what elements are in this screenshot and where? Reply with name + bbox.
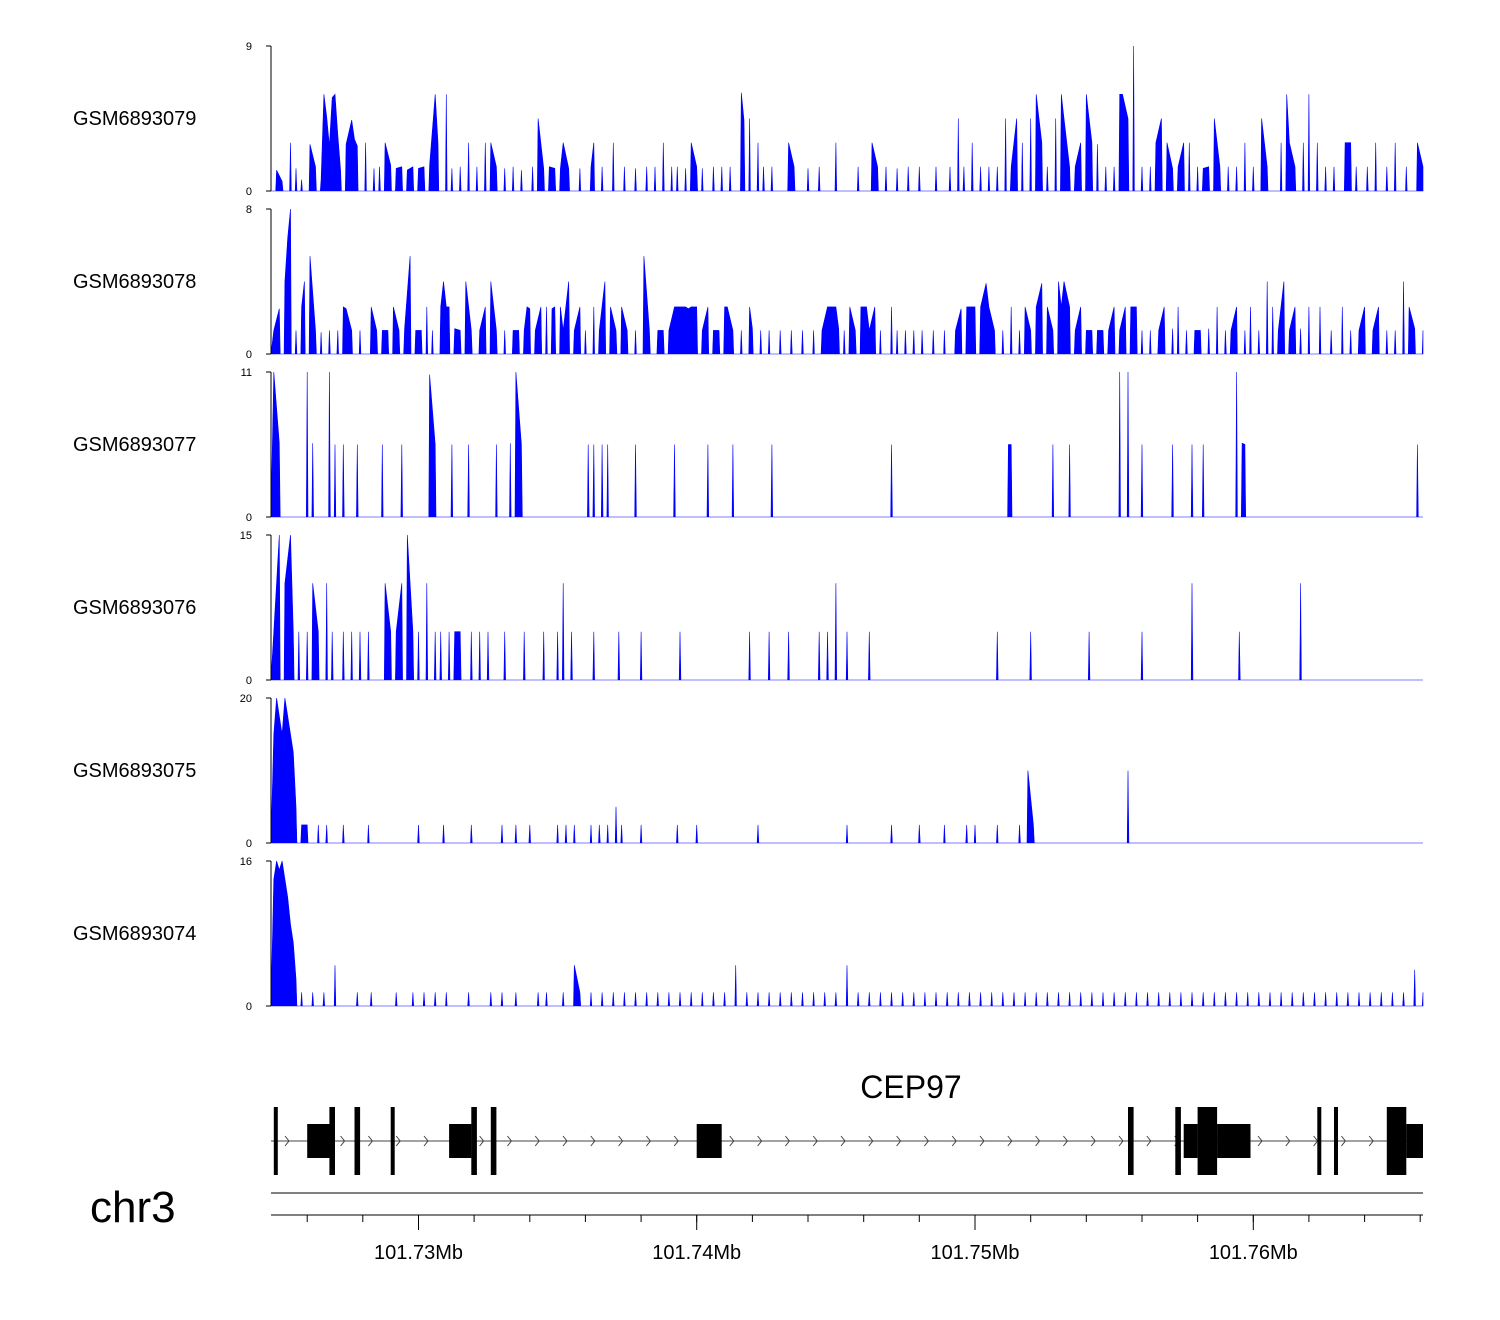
y-tick-label-min: 0 [246,675,252,687]
y-tick-label-max: 20 [240,693,252,705]
track-GSM6893074: GSM6893074 16 0 [73,856,1424,1013]
axis-tick-label: 101.73Mb [374,1242,463,1264]
strand-arrow [757,1135,763,1147]
genomic-axis: chr3 101.73Mb 101.74Mb 101.75Mb 101.76Mb [90,1183,1423,1264]
exon-block [329,1107,335,1175]
exon-block [696,1124,722,1158]
y-tick-label-min: 0 [246,349,252,361]
y-tick-label-min: 0 [246,186,252,198]
exon-block [449,1124,472,1158]
y-tick-label-max: 16 [240,856,252,868]
strand-arrow [618,1135,624,1147]
track-label: GSM6893077 [73,434,196,456]
strand-arrow [1090,1135,1096,1147]
strand-arrow [951,1135,957,1147]
strand-arrow [340,1135,346,1147]
exon-block [1183,1124,1198,1158]
strand-arrow [590,1135,596,1147]
coverage-area [270,860,1424,1007]
coverage-area [270,208,1424,355]
strand-arrow [729,1135,735,1147]
y-tick-label-max: 11 [241,367,252,379]
gene-name-label: CEP97 [860,1069,961,1105]
strand-arrow [1035,1135,1041,1147]
gene-track: CEP97 [271,1069,1423,1175]
exon-block [1386,1107,1407,1175]
exon-block [1406,1124,1423,1158]
track-GSM6893075: GSM6893075 20 0 [73,693,1423,850]
track-label: GSM6893078 [73,271,196,293]
chromosome-label: chr3 [90,1183,176,1232]
exon-block [390,1107,395,1175]
strand-arrow [395,1135,401,1147]
strand-arrow [785,1135,791,1147]
strand-arrow [562,1135,568,1147]
data-tracks: GSM689307990GSM689307880GSM6893077110GSM… [73,41,1424,1013]
strand-arrow [924,1135,930,1147]
track-label: GSM6893074 [73,923,196,945]
exon-block [1217,1124,1251,1158]
y-tick-label-max: 15 [240,530,252,542]
track-label: GSM6893079 [73,108,196,130]
y-tick-label-min: 0 [246,512,252,524]
strand-arrow [534,1135,540,1147]
track-GSM6893076: GSM6893076 15 0 [73,530,1423,687]
axis-tick-label: 101.74Mb [652,1242,741,1264]
strand-arrow [840,1135,846,1147]
exon-block [471,1107,477,1175]
track-label: GSM6893075 [73,760,196,782]
track-label: GSM6893076 [73,597,196,619]
strand-arrow [812,1135,818,1147]
strand-arrow [1285,1135,1291,1147]
strand-arrow [507,1135,513,1147]
exon-block [273,1107,278,1175]
strand-arrow [368,1135,374,1147]
track-GSM6893078: GSM6893078 8 0 [73,204,1424,361]
strand-arrow [1146,1135,1152,1147]
exon-block [1334,1107,1338,1175]
coverage-area [270,534,1423,681]
y-tick-label-max: 8 [246,204,252,216]
y-tick-label-max: 9 [246,41,252,53]
strand-arrow [284,1135,290,1147]
strand-arrow [1063,1135,1069,1147]
axis-tick-label: 101.76Mb [1209,1242,1298,1264]
strand-arrow [979,1135,985,1147]
exon-block [1128,1107,1134,1175]
exon-block [1175,1107,1181,1175]
exon-block [354,1107,361,1175]
coverage-area [270,697,1423,844]
strand-arrow [868,1135,874,1147]
strand-arrow [423,1135,429,1147]
strand-arrow [646,1135,652,1147]
track-GSM6893079: GSM6893079 9 0 [73,41,1424,198]
exon-block [1197,1107,1218,1175]
exon-block [490,1107,497,1175]
exon-block [307,1124,330,1158]
strand-arrow [1368,1135,1374,1147]
y-tick-label-min: 0 [246,1001,252,1013]
strand-arrow [479,1135,485,1147]
axis-tick-label: 101.75Mb [931,1242,1020,1264]
track-GSM6893077: GSM6893077 11 0 [73,367,1423,524]
strand-arrow [673,1135,679,1147]
y-tick-label-min: 0 [246,838,252,850]
coverage-area [271,45,1424,192]
coverage-area [270,371,1423,518]
strand-arrow [1007,1135,1013,1147]
strand-arrow [896,1135,902,1147]
strand-arrow [1341,1135,1347,1147]
strand-arrow [1118,1135,1124,1147]
exon-block [1317,1107,1322,1175]
strand-arrow [1257,1135,1263,1147]
